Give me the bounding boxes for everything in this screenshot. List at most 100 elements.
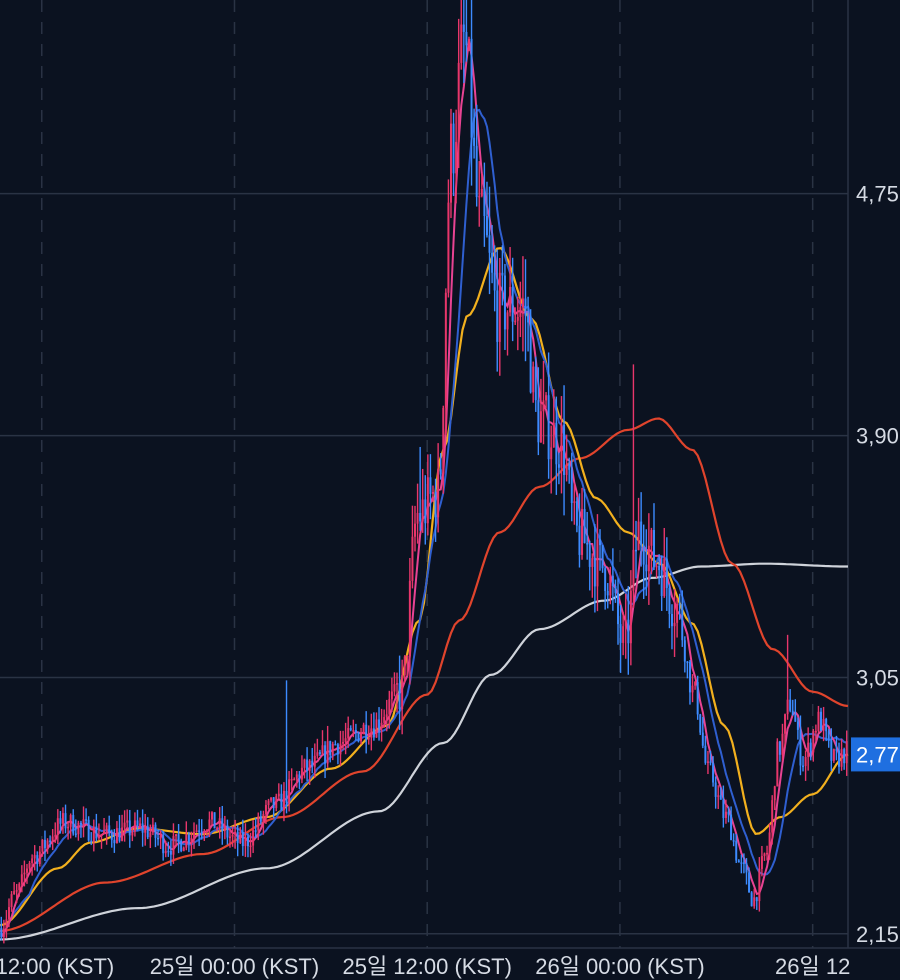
candle-body	[77, 822, 80, 835]
candle-body	[208, 819, 211, 831]
candle-body	[36, 855, 39, 864]
candle-body	[162, 835, 165, 854]
candle-body	[403, 656, 406, 676]
candle-body	[90, 840, 93, 843]
candle-body	[709, 761, 712, 764]
candle-body	[424, 499, 427, 524]
candle-body	[254, 830, 257, 832]
candle-body	[555, 422, 558, 465]
candle-body	[624, 619, 627, 627]
candle-body	[604, 568, 607, 592]
candle-body	[640, 521, 643, 546]
candle-body	[434, 491, 437, 518]
candle-body	[383, 717, 386, 723]
candle-body	[742, 862, 745, 864]
candle-body	[778, 741, 781, 755]
candle-body	[100, 833, 103, 837]
candle-body	[483, 188, 486, 217]
candle-body	[365, 724, 368, 740]
ma-line-red	[0, 417, 849, 932]
candle-body	[398, 683, 401, 710]
candle-body	[545, 395, 548, 401]
candle-body	[814, 730, 817, 733]
candle-body	[280, 793, 283, 811]
candle-body	[157, 837, 160, 840]
candle-body	[830, 740, 833, 761]
candle-body	[717, 795, 720, 797]
candle-body	[617, 592, 620, 625]
candle-body	[596, 539, 599, 587]
candle-body	[676, 603, 679, 623]
candle-body	[462, 24, 465, 32]
candle-body	[802, 765, 805, 768]
candle-body	[72, 815, 75, 834]
y-tick-label: 3,90	[856, 424, 899, 449]
candle-body	[637, 521, 640, 551]
candle-body	[480, 188, 483, 196]
candle-body	[226, 825, 229, 838]
candle-body	[31, 858, 34, 863]
candle-body	[457, 62, 460, 142]
candle-body	[724, 811, 727, 818]
candle-body	[748, 872, 751, 893]
candle-body	[49, 840, 52, 843]
candle-body	[776, 741, 779, 787]
candle-body	[211, 812, 213, 820]
candle-body	[43, 839, 46, 849]
candle-body	[527, 315, 530, 323]
candle-body	[303, 759, 306, 768]
candle-body	[15, 890, 18, 892]
candle-body	[791, 710, 794, 715]
candle-body	[385, 714, 388, 718]
candle-body	[496, 290, 499, 342]
candle-body	[257, 816, 260, 831]
candle-body	[593, 558, 596, 587]
candle-body	[714, 782, 717, 797]
candle-body	[167, 850, 170, 853]
candle-body	[475, 145, 478, 198]
candle-body	[401, 675, 404, 710]
candle-body	[195, 830, 198, 832]
candle-body	[701, 732, 704, 746]
candle-body	[552, 422, 555, 448]
candle-body	[488, 235, 491, 253]
candle-body	[629, 590, 632, 644]
candle-body	[23, 872, 26, 875]
candle-body	[61, 813, 64, 824]
candle-body	[568, 464, 571, 470]
candle-body	[460, 24, 463, 63]
candle-body	[372, 728, 375, 738]
candle-body	[737, 860, 740, 863]
candle-body	[146, 826, 149, 838]
candle-body	[498, 272, 501, 342]
candle-body	[735, 840, 738, 861]
candle-body	[660, 570, 663, 596]
candle-body	[683, 640, 686, 662]
candle-body	[272, 797, 275, 809]
ma-line-yellow	[0, 247, 849, 927]
candle-body	[414, 523, 417, 537]
candle-body	[575, 501, 578, 526]
candle-body	[69, 815, 72, 827]
candle-body	[760, 856, 763, 869]
candle-body	[452, 123, 455, 174]
candle-body	[668, 587, 671, 614]
candle-body	[614, 586, 617, 593]
candle-body	[159, 835, 162, 839]
candle-body	[13, 891, 16, 895]
candle-body	[768, 832, 771, 853]
candle-body	[228, 836, 231, 839]
candle-body	[578, 525, 581, 555]
candle-body	[442, 407, 445, 475]
candle-body	[33, 855, 36, 859]
candle-body	[216, 827, 219, 830]
candle-body	[10, 894, 13, 908]
ma-line-white	[0, 562, 848, 941]
candle-body	[169, 850, 172, 855]
x-tick-label: 26일 12	[775, 954, 850, 979]
candle-body	[105, 825, 108, 832]
candle-body	[426, 477, 429, 524]
candle-body	[172, 836, 175, 855]
